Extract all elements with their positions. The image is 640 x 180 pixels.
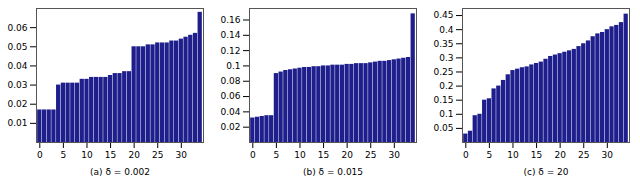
svg-text:0.01: 0.01 <box>7 118 27 128</box>
svg-text:30: 30 <box>602 150 614 160</box>
svg-text:0.05: 0.05 <box>433 123 453 133</box>
svg-text:30: 30 <box>389 150 401 160</box>
svg-text:15: 15 <box>318 150 329 160</box>
svg-text:0.45: 0.45 <box>433 10 453 20</box>
svg-text:0.12: 0.12 <box>220 45 240 55</box>
svg-text:0.04: 0.04 <box>220 107 240 117</box>
svg-text:15: 15 <box>531 150 542 160</box>
svg-text:25: 25 <box>365 150 376 160</box>
svg-text:(a) δ = 0.002: (a) δ = 0.002 <box>90 167 150 177</box>
svg-text:15: 15 <box>105 150 116 160</box>
svg-text:0.04: 0.04 <box>7 61 27 71</box>
svg-text:0.1: 0.1 <box>439 109 453 119</box>
svg-text:0: 0 <box>250 150 256 160</box>
svg-text:0.02: 0.02 <box>220 122 240 132</box>
svg-text:5: 5 <box>61 150 67 160</box>
svg-text:0.03: 0.03 <box>7 80 27 90</box>
svg-text:0.35: 0.35 <box>433 39 453 49</box>
svg-text:0.15: 0.15 <box>433 95 453 105</box>
svg-text:30: 30 <box>176 150 188 160</box>
svg-text:0.06: 0.06 <box>7 23 27 33</box>
svg-text:25: 25 <box>152 150 163 160</box>
svg-text:0.25: 0.25 <box>433 67 453 77</box>
svg-text:0.06: 0.06 <box>220 91 240 101</box>
svg-text:5: 5 <box>487 150 493 160</box>
svg-text:10: 10 <box>507 150 519 160</box>
svg-text:0.2: 0.2 <box>439 81 453 91</box>
svg-text:0.4: 0.4 <box>439 25 454 35</box>
svg-text:10: 10 <box>81 150 93 160</box>
svg-text:0.3: 0.3 <box>439 53 453 63</box>
svg-text:0.16: 0.16 <box>220 15 240 25</box>
svg-text:0.02: 0.02 <box>7 99 27 109</box>
svg-text:0: 0 <box>463 150 469 160</box>
svg-text:0: 0 <box>37 150 43 160</box>
svg-text:0.1: 0.1 <box>226 61 240 71</box>
svg-text:20: 20 <box>554 150 566 160</box>
svg-text:(b) δ = 0.015: (b) δ = 0.015 <box>303 167 363 177</box>
svg-text:10: 10 <box>294 150 306 160</box>
svg-text:0.14: 0.14 <box>220 30 240 40</box>
svg-text:(c) δ = 20: (c) δ = 20 <box>523 167 568 177</box>
svg-text:0.05: 0.05 <box>7 42 27 52</box>
svg-text:25: 25 <box>578 150 589 160</box>
svg-text:20: 20 <box>341 150 353 160</box>
svg-text:5: 5 <box>274 150 280 160</box>
svg-text:0.08: 0.08 <box>220 76 240 86</box>
svg-text:20: 20 <box>128 150 140 160</box>
